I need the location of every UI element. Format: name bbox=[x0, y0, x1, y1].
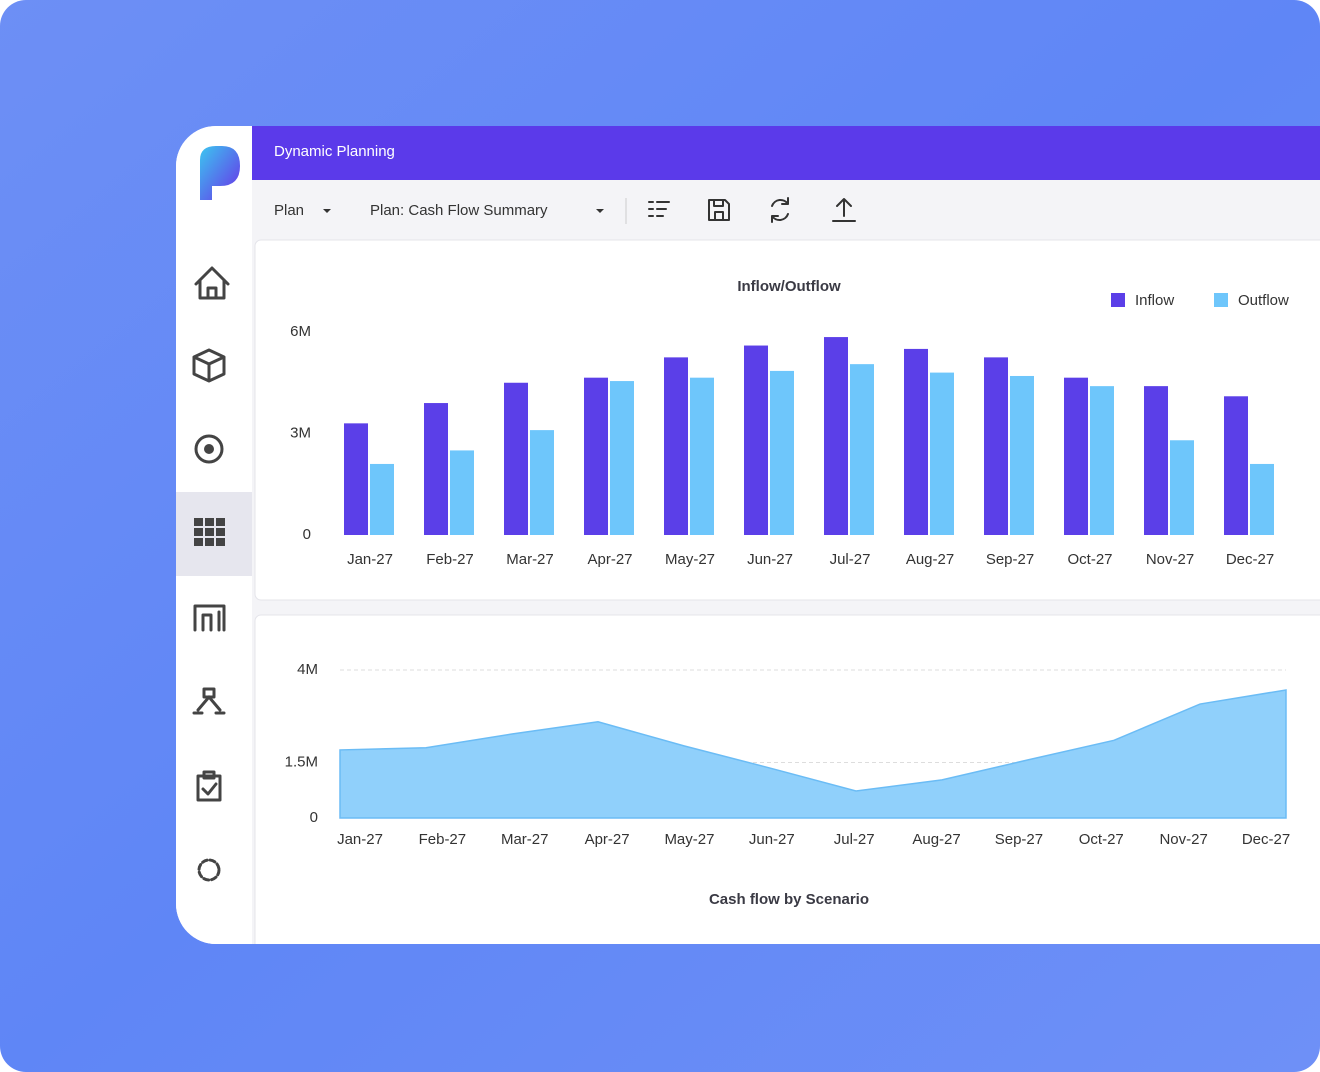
bar bbox=[450, 450, 474, 535]
x-tick-label: Dec-27 bbox=[1226, 551, 1274, 568]
area bbox=[339, 689, 1287, 819]
x-tick-label: Apr-27 bbox=[587, 551, 632, 568]
logo bbox=[200, 146, 240, 200]
chart-title: Inflow/Outflow bbox=[737, 278, 841, 295]
dropdown-caret bbox=[323, 209, 331, 213]
bar bbox=[504, 382, 528, 535]
x-tick-label: Dec-27 bbox=[1242, 831, 1290, 848]
x-tick-label: Sep-27 bbox=[986, 551, 1034, 568]
report-icon[interactable] bbox=[193, 604, 226, 632]
x-tick-label: Nov-27 bbox=[1146, 551, 1194, 568]
view-dropdown[interactable]: Plan: Cash Flow Summary bbox=[370, 202, 548, 219]
settings-hole bbox=[205, 866, 213, 874]
x-tick-label: Oct-27 bbox=[1067, 551, 1112, 568]
x-tick-label: Jun-27 bbox=[747, 551, 793, 568]
app-title: Dynamic Planning bbox=[274, 143, 395, 160]
legend-swatch bbox=[1214, 293, 1228, 307]
bar bbox=[930, 372, 954, 535]
x-tick-label: Jul-27 bbox=[834, 831, 875, 848]
bar bbox=[424, 403, 448, 535]
x-tick-label: Mar-27 bbox=[501, 831, 549, 848]
x-tick-label: Aug-27 bbox=[912, 831, 960, 848]
plan-dropdown[interactable]: Plan bbox=[274, 202, 304, 219]
bar bbox=[1064, 377, 1088, 535]
bar bbox=[1224, 396, 1248, 535]
bar bbox=[770, 370, 794, 535]
x-tick-label: Apr-27 bbox=[585, 831, 630, 848]
bar bbox=[904, 348, 928, 535]
sidebar-icons[interactable] bbox=[192, 266, 230, 882]
bar bbox=[370, 463, 394, 535]
bar bbox=[584, 377, 608, 535]
legend-swatch bbox=[1111, 293, 1125, 307]
cube-icon[interactable] bbox=[192, 348, 226, 383]
bar bbox=[824, 337, 848, 535]
x-tick-label: Jan-27 bbox=[347, 551, 393, 568]
hierarchy-icon[interactable] bbox=[192, 687, 226, 715]
bar bbox=[1170, 440, 1194, 535]
x-tick-label: Nov-27 bbox=[1159, 831, 1207, 848]
target-dot bbox=[204, 444, 214, 454]
x-tick-label: May-27 bbox=[665, 551, 715, 568]
bar bbox=[1090, 386, 1114, 535]
bar bbox=[530, 430, 554, 535]
y-tick-label: 3M bbox=[290, 424, 311, 441]
target-icon[interactable] bbox=[194, 434, 224, 464]
bar bbox=[1144, 386, 1168, 535]
x-tick-label: Oct-27 bbox=[1079, 831, 1124, 848]
settings-icon[interactable] bbox=[197, 858, 221, 882]
tasks-icon[interactable] bbox=[196, 770, 222, 802]
bar bbox=[850, 364, 874, 535]
bar bbox=[344, 423, 368, 535]
refresh-button[interactable] bbox=[771, 197, 789, 223]
bar bbox=[690, 377, 714, 535]
chart-title: Cash flow by Scenario bbox=[709, 891, 869, 908]
bar bbox=[744, 345, 768, 535]
y-tick-label: 4M bbox=[297, 661, 318, 678]
x-tick-label: Feb-27 bbox=[426, 551, 474, 568]
save-button[interactable] bbox=[708, 199, 730, 221]
x-tick-label: Jan-27 bbox=[337, 831, 383, 848]
x-tick-label: Aug-27 bbox=[906, 551, 954, 568]
x-tick-label: Mar-27 bbox=[506, 551, 554, 568]
home-icon[interactable] bbox=[194, 266, 230, 300]
bar bbox=[1250, 463, 1274, 535]
y-tick-label: 1.5M bbox=[285, 753, 318, 770]
x-tick-label: Sep-27 bbox=[995, 831, 1043, 848]
y-tick-label: 0 bbox=[310, 809, 318, 826]
legend-label: Inflow bbox=[1135, 292, 1174, 309]
x-tick-label: Jul-27 bbox=[830, 551, 871, 568]
y-tick-label: 6M bbox=[290, 323, 311, 340]
legend-label: Outflow bbox=[1238, 292, 1289, 309]
export-button[interactable] bbox=[832, 198, 856, 222]
header-bar bbox=[252, 126, 1320, 180]
bar bbox=[664, 357, 688, 535]
x-tick-label: Feb-27 bbox=[419, 831, 467, 848]
dropdown-caret bbox=[596, 209, 604, 213]
y-tick-label: 0 bbox=[303, 526, 311, 543]
grid-icon[interactable] bbox=[194, 518, 225, 546]
x-tick-label: May-27 bbox=[664, 831, 714, 848]
bar bbox=[984, 357, 1008, 535]
sort-button[interactable] bbox=[648, 201, 670, 217]
bar bbox=[1010, 375, 1034, 535]
bar bbox=[610, 381, 634, 535]
x-tick-label: Jun-27 bbox=[749, 831, 795, 848]
